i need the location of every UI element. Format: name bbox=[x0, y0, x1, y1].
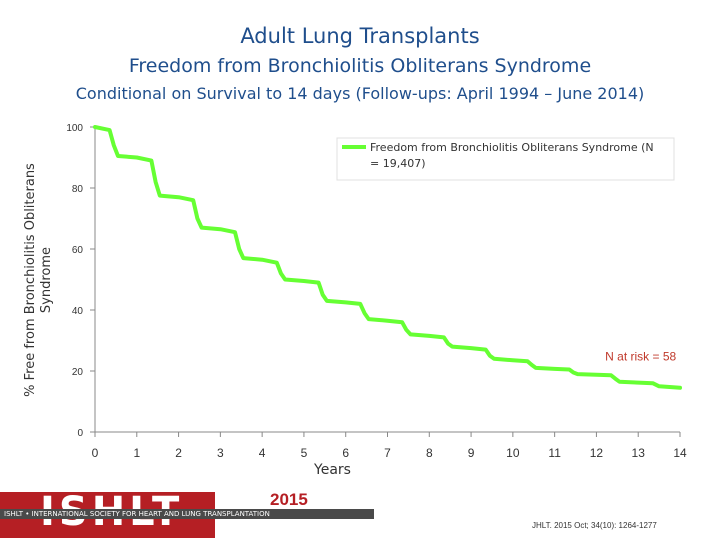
x-tick-label: 12 bbox=[590, 446, 604, 460]
x-tick-label: 9 bbox=[468, 446, 475, 460]
y-tick-label: 20 bbox=[72, 367, 84, 378]
y-tick-label: 80 bbox=[72, 184, 84, 195]
chart-subtitle-conditional: Conditional on Survival to 14 days (Foll… bbox=[75, 84, 645, 103]
x-tick-label: 7 bbox=[384, 446, 391, 460]
legend-box bbox=[336, 137, 675, 181]
y-axis-label: % Free from Bronchiolitis ObliteransSynd… bbox=[23, 163, 54, 397]
x-tick-label: 2 bbox=[175, 446, 182, 460]
legend-label: Freedom from Bronchiolitis Obliterans Sy… bbox=[370, 141, 654, 170]
report-year: 2015 bbox=[270, 490, 308, 509]
citation: JHLT. 2015 Oct; 34(10): 1264-1277 bbox=[532, 521, 657, 530]
x-tick-label: 13 bbox=[632, 446, 646, 460]
y-tick-label: 0 bbox=[77, 428, 83, 439]
series-line-bos-free bbox=[93, 125, 682, 390]
x-tick-label: 3 bbox=[217, 446, 224, 460]
x-tick-label: 0 bbox=[92, 446, 99, 460]
x-tick-label: 5 bbox=[301, 446, 308, 460]
chart-subtitle: Freedom from Bronchiolitis Obliterans Sy… bbox=[128, 55, 592, 77]
organization-name: ISHLT • INTERNATIONAL SOCIETY FOR HEART … bbox=[0, 509, 374, 519]
y-tick-label: 60 bbox=[72, 245, 84, 256]
y-tick-label: 100 bbox=[66, 123, 83, 134]
x-tick-label: 8 bbox=[426, 446, 433, 460]
x-tick-label: 11 bbox=[548, 446, 561, 460]
x-tick-label: 10 bbox=[506, 446, 520, 460]
x-tick-label: 6 bbox=[342, 446, 349, 460]
chart-title: Adult Lung Transplants bbox=[240, 24, 480, 48]
x-tick-label: 1 bbox=[133, 446, 140, 460]
y-tick-label: 40 bbox=[72, 306, 84, 317]
x-tick-label: 14 bbox=[673, 446, 687, 460]
x-axis-label: Years bbox=[313, 462, 351, 478]
annotation-n-at-risk: N at risk = 58 bbox=[605, 350, 676, 364]
x-tick-label: 4 bbox=[259, 446, 266, 460]
